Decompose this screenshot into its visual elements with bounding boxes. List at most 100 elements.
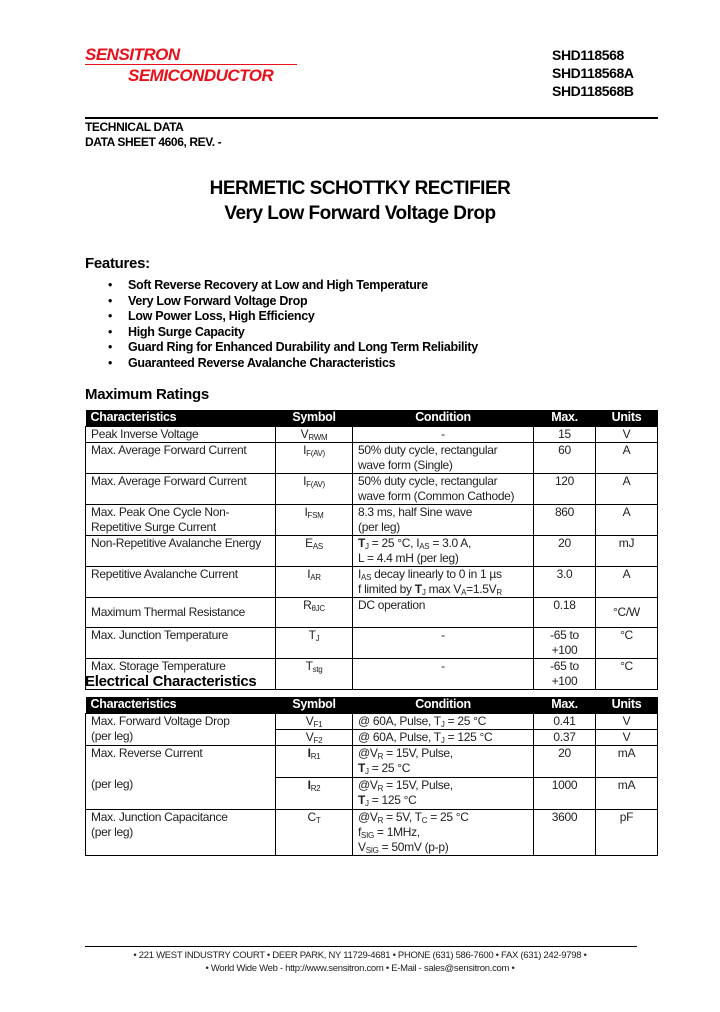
max-ratings-heading: Maximum Ratings — [85, 386, 209, 403]
condition-cell: 8.3 ms, half Sine wave (per leg) — [352, 503, 534, 536]
text-segment: J — [365, 766, 369, 776]
max-cell: 3600 — [533, 808, 596, 856]
max-cell: 15 — [533, 425, 596, 443]
condition-line: - — [358, 628, 528, 643]
column-header: Units — [595, 410, 658, 426]
units-cell: V — [595, 425, 658, 443]
text-segment: = 50mV (p-p) — [378, 839, 449, 854]
table-row: Repetitive Avalanche Current IAR IAS decay… — [85, 565, 658, 598]
electrical-heading: Electrical Characteristics — [85, 673, 257, 690]
characteristic-cell: (per leg) — [85, 729, 276, 746]
column-header: Max. — [533, 410, 596, 426]
condition-line: f limited by TJ max VA=1.5VR — [358, 582, 528, 597]
condition-line: TJ = 25 °C — [358, 761, 528, 776]
units-cell: A — [595, 503, 658, 536]
text-segment: I — [304, 504, 308, 519]
text-segment: I — [307, 777, 311, 792]
table-row: (per leg) IR2 @VR = 15V, Pulse, TJ = 125 °C… — [85, 776, 658, 810]
condition-line: @VR = 5V, TC = 25 °C — [358, 810, 528, 825]
condition-line: - — [358, 659, 528, 674]
units-cell: °C — [595, 657, 658, 690]
condition-line: @VR = 15V, Pulse, — [358, 778, 528, 793]
characteristic-cell: Max. Average Forward Current — [85, 441, 276, 474]
characteristic-text: Max. Average Forward Current — [91, 473, 247, 488]
text-segment: AS — [361, 572, 372, 582]
symbol-cell: IF(AV) — [275, 472, 353, 505]
column-header: Characteristics — [85, 697, 276, 713]
table-row: Max. Forward Voltage Drop VF1 @ 60A, Pulse… — [85, 712, 658, 730]
text-segment: J — [315, 633, 320, 643]
header-divider — [85, 117, 658, 119]
text-segment: V — [305, 713, 314, 728]
footer-address: • 221 WEST INDUSTRY COURT • DEER PARK, N… — [133, 950, 587, 961]
characteristic-cell: Max. Junction Capacitance (per leg) — [85, 808, 276, 856]
characteristic-text: Repetitive Avalanche Current — [91, 566, 238, 581]
logo-semiconductor: SEMICONDUCTOR — [128, 66, 274, 85]
feature-item: Very Low Forward Voltage Drop — [108, 294, 478, 310]
condition-line: 50% duty cycle, rectangular — [358, 474, 528, 489]
document-info: TECHNICAL DATA DATA SHEET 4606, REV. - — [85, 120, 222, 150]
condition-cell: @VR = 15V, Pulse, TJ = 25 °C — [352, 744, 534, 778]
text-segment: = 25 °C — [427, 809, 469, 824]
characteristic-text: Max. Peak One Cycle Non- — [91, 504, 230, 519]
condition-cell: @VR = 15V, Pulse, TJ = 125 °C — [352, 776, 534, 810]
symbol-cell: TJ — [275, 626, 353, 659]
max-cell: 60 — [533, 441, 596, 474]
text-segment: V — [300, 426, 309, 441]
symbol-cell: VF1 — [275, 712, 353, 730]
condition-line: wave form (Common Cathode) — [358, 489, 528, 504]
feature-item: Guard Ring for Enhanced Durability and L… — [108, 340, 478, 356]
text-segment: AR — [310, 572, 321, 582]
characteristic-text: Maximum Thermal Resistance — [91, 604, 246, 619]
page-subtitle: Very Low Forward Voltage Drop — [224, 203, 496, 224]
text-segment: AS — [312, 541, 323, 551]
text-segment: FSM — [307, 510, 324, 520]
table-row: Max. Storage Temperature Tstg - -65 to +100… — [85, 657, 658, 690]
characteristic-text: Max. Average Forward Current — [91, 442, 247, 457]
condition-cell: @ 60A, Pulse, TJ = 125 °C — [352, 728, 534, 746]
condition-line: - — [358, 427, 528, 442]
characteristic-cell: Maximum Thermal Resistance — [85, 596, 276, 628]
characteristic-text: Repetitive Surge Current — [91, 519, 216, 534]
text-segment: R2 — [310, 783, 321, 793]
units-cell: V — [595, 712, 658, 730]
text-segment: I — [303, 442, 307, 457]
text-segment: @V — [358, 745, 378, 760]
characteristic-cell: Non-Repetitive Avalanche Energy — [85, 534, 276, 567]
column-header: Units — [595, 697, 658, 713]
text-segment: @V — [358, 777, 378, 792]
footer-divider — [85, 946, 637, 947]
text-segment: A — [461, 587, 467, 597]
table-row: Max. Peak One Cycle Non- Repetitive Surge… — [85, 503, 658, 536]
feature-item: Soft Reverse Recovery at Low and High Te… — [108, 278, 478, 294]
characteristic-cell: Max. Reverse Current — [85, 744, 276, 777]
text-segment: T — [305, 658, 313, 673]
text-segment: AS — [419, 541, 430, 551]
units-cell: mA — [595, 744, 658, 778]
column-header: Symbol — [275, 697, 353, 713]
symbol-cell: RθJC — [275, 596, 353, 628]
text-segment: T — [308, 627, 316, 642]
text-segment: T — [358, 535, 366, 550]
condition-line: 8.3 ms, half Sine wave — [358, 505, 528, 520]
part-number: SHD118568B — [552, 83, 634, 99]
text-segment: T — [358, 792, 366, 807]
text-segment: I — [303, 473, 307, 488]
text-segment: J — [365, 541, 369, 551]
max-cell: 120 — [533, 472, 596, 505]
condition-line: TJ = 25 °C, IAS = 3.0 A, — [358, 536, 528, 551]
text-segment: SIG — [365, 845, 379, 855]
text-segment: R — [496, 587, 502, 597]
text-segment: SIG — [361, 830, 374, 840]
characteristic-cell: Max. Average Forward Current — [85, 472, 276, 505]
symbol-cell: EAS — [275, 534, 353, 567]
column-header: Condition — [352, 410, 534, 426]
max-cell: 0.37 — [533, 728, 596, 746]
characteristic-text: Peak Inverse Voltage — [91, 426, 199, 441]
text-segment: wave form (Single) — [358, 457, 453, 472]
text-segment: DC operation — [358, 597, 426, 612]
table-row: Maximum Thermal Resistance RθJC DC operati… — [85, 596, 658, 628]
text-segment: = 25 °C, I — [368, 535, 420, 550]
text-segment: J — [440, 735, 445, 745]
units-cell: pF — [595, 808, 658, 856]
